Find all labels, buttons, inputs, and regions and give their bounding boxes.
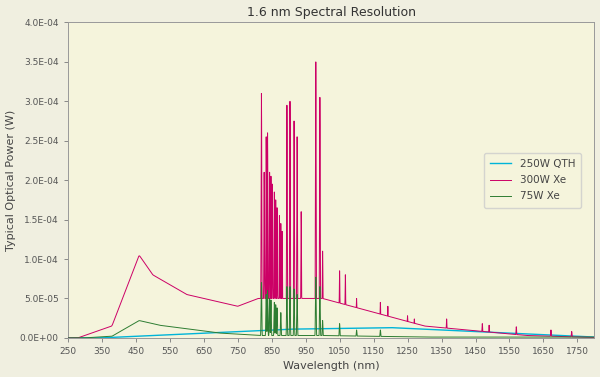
Title: 1.6 nm Spectral Resolution: 1.6 nm Spectral Resolution (247, 6, 416, 18)
75W Xe (290, 287, 298, 291)
Y-axis label: Typical Optical Power (W): Typical Optical Power (W) (5, 110, 16, 251)
Line: 300W Xe: 300W Xe (68, 62, 595, 338)
75W Xe (377, 329, 384, 333)
Legend: 250W QTH, 300W Xe, 75W Xe: 250W QTH, 300W Xe, 75W Xe (484, 153, 581, 208)
250W QTH (290, 327, 298, 331)
250W QTH (376, 325, 383, 330)
75W Xe (64, 336, 71, 340)
75W Xe (190, 327, 197, 332)
250W QTH (386, 325, 394, 330)
300W Xe (190, 294, 197, 298)
300W Xe (290, 119, 298, 123)
300W Xe (584, 335, 591, 340)
75W Xe (591, 335, 598, 339)
X-axis label: Wavelength (nm): Wavelength (nm) (283, 362, 379, 371)
250W QTH (64, 336, 71, 340)
Line: 75W Xe: 75W Xe (68, 277, 595, 338)
300W Xe (312, 60, 319, 64)
75W Xe (461, 335, 469, 339)
250W QTH (584, 334, 591, 339)
75W Xe (312, 275, 319, 279)
250W QTH (67, 336, 74, 340)
300W Xe (64, 336, 71, 340)
250W QTH (461, 329, 469, 333)
250W QTH (190, 331, 197, 336)
Line: 250W QTH: 250W QTH (68, 328, 595, 338)
300W Xe (377, 304, 384, 309)
300W Xe (591, 335, 598, 340)
250W QTH (591, 335, 598, 339)
75W Xe (67, 336, 74, 340)
300W Xe (461, 328, 469, 332)
75W Xe (584, 335, 591, 339)
300W Xe (67, 336, 74, 340)
